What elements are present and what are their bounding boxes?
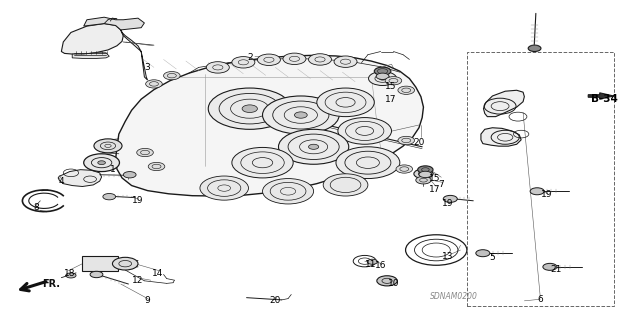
Text: 20: 20	[413, 137, 425, 146]
Polygon shape	[84, 17, 145, 30]
Circle shape	[308, 54, 332, 65]
Polygon shape	[588, 93, 614, 99]
Circle shape	[380, 77, 386, 80]
Circle shape	[444, 196, 458, 202]
Circle shape	[317, 88, 374, 117]
Circle shape	[200, 176, 248, 200]
Bar	[467, 51, 614, 306]
Text: 13: 13	[442, 252, 454, 261]
Circle shape	[336, 147, 400, 179]
Circle shape	[84, 154, 120, 172]
Text: 9: 9	[145, 296, 150, 305]
Text: 14: 14	[152, 269, 163, 278]
Text: 12: 12	[132, 276, 144, 285]
Text: 1: 1	[109, 165, 115, 174]
Circle shape	[148, 162, 165, 171]
Circle shape	[103, 194, 116, 200]
Text: B-34: B-34	[591, 94, 618, 104]
Text: 7: 7	[438, 181, 444, 189]
Polygon shape	[121, 30, 148, 80]
Polygon shape	[481, 128, 521, 146]
Circle shape	[376, 73, 389, 79]
FancyBboxPatch shape	[83, 256, 118, 271]
Circle shape	[418, 166, 433, 174]
Circle shape	[528, 45, 541, 51]
Circle shape	[90, 271, 103, 278]
Circle shape	[262, 179, 314, 204]
Circle shape	[398, 136, 415, 145]
Circle shape	[283, 53, 306, 64]
Polygon shape	[483, 90, 524, 117]
Circle shape	[369, 71, 397, 85]
Text: 20: 20	[269, 296, 281, 305]
Circle shape	[164, 71, 180, 80]
Circle shape	[242, 105, 257, 113]
Circle shape	[278, 129, 349, 164]
Circle shape	[308, 144, 319, 149]
Circle shape	[419, 171, 432, 178]
Circle shape	[334, 56, 357, 67]
Text: 21: 21	[550, 264, 562, 274]
Circle shape	[398, 86, 415, 94]
Text: 17: 17	[429, 185, 441, 194]
Circle shape	[94, 139, 122, 153]
Text: 10: 10	[388, 279, 399, 288]
Text: 3: 3	[145, 63, 150, 72]
Circle shape	[476, 250, 490, 257]
Polygon shape	[61, 24, 124, 54]
Text: 8: 8	[33, 203, 38, 211]
Circle shape	[137, 148, 154, 157]
Circle shape	[294, 112, 307, 118]
Text: 15: 15	[385, 82, 396, 91]
Text: 16: 16	[375, 261, 387, 271]
Circle shape	[338, 118, 392, 144]
Circle shape	[396, 165, 413, 173]
Circle shape	[414, 169, 433, 179]
Circle shape	[232, 56, 255, 68]
Text: 4: 4	[58, 177, 64, 186]
Circle shape	[262, 96, 339, 134]
Polygon shape	[58, 170, 102, 187]
Circle shape	[323, 174, 368, 196]
Text: 11: 11	[365, 260, 377, 269]
Circle shape	[543, 263, 557, 270]
Text: 19: 19	[442, 199, 454, 208]
Circle shape	[416, 176, 431, 184]
Text: 5: 5	[490, 254, 495, 263]
Circle shape	[208, 88, 291, 129]
Text: 6: 6	[538, 295, 543, 304]
Text: 18: 18	[64, 269, 76, 278]
Circle shape	[206, 62, 229, 73]
Circle shape	[232, 147, 293, 178]
Text: 2: 2	[247, 53, 253, 62]
Circle shape	[113, 257, 138, 270]
Circle shape	[98, 161, 106, 165]
Circle shape	[530, 188, 544, 195]
Circle shape	[124, 172, 136, 178]
Polygon shape	[72, 53, 109, 58]
Text: FR.: FR.	[42, 279, 60, 289]
Text: 17: 17	[385, 95, 396, 104]
Circle shape	[367, 259, 378, 264]
Circle shape	[377, 276, 397, 286]
Circle shape	[257, 54, 280, 65]
Circle shape	[146, 80, 163, 88]
Text: SDNAM0200: SDNAM0200	[430, 292, 478, 301]
Circle shape	[66, 273, 76, 278]
Polygon shape	[116, 55, 424, 196]
Circle shape	[374, 67, 391, 75]
Text: 15: 15	[429, 174, 441, 183]
Text: 19: 19	[132, 196, 144, 205]
Text: 19: 19	[541, 190, 552, 199]
Circle shape	[385, 77, 402, 85]
